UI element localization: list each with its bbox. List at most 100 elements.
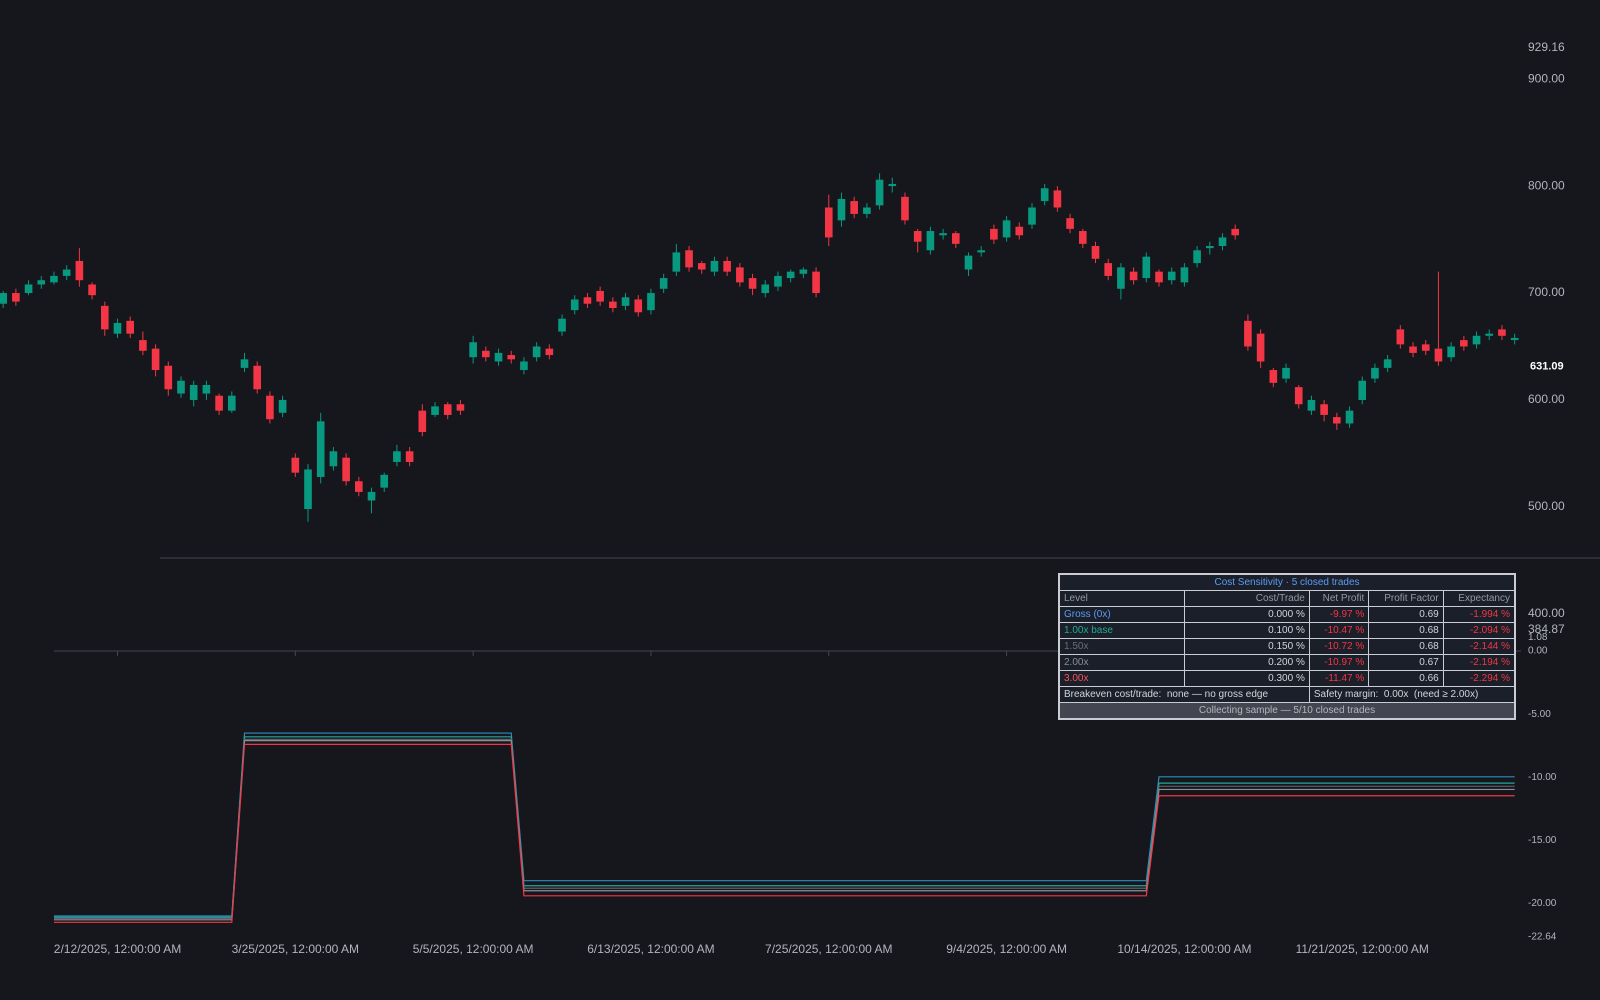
candle-body xyxy=(1104,263,1113,276)
candle-body xyxy=(1193,250,1201,264)
candle-body xyxy=(1421,344,1430,351)
candle-body xyxy=(482,350,490,358)
table-cell: Net Profit xyxy=(1308,590,1370,607)
candle-body xyxy=(774,275,782,287)
candle-body xyxy=(1371,367,1379,379)
candle-body xyxy=(761,284,770,294)
candle-body xyxy=(278,399,287,413)
y-tick-label: 700.00 xyxy=(1528,285,1565,299)
table-cell: Cost Sensitivity · 5 closed trades xyxy=(1058,573,1516,591)
table-cell: -2.294 % xyxy=(1442,670,1516,687)
y-tick-label: -5.00 xyxy=(1528,709,1551,720)
candle-body xyxy=(1091,245,1100,259)
table-cell: Breakeven cost/trade: none — no gross ed… xyxy=(1058,686,1310,703)
last-price-label: 631.09 xyxy=(1530,361,1564,373)
candle-body xyxy=(1167,271,1176,281)
candle-body xyxy=(1409,346,1417,353)
table-cell: -10.47 % xyxy=(1308,622,1370,639)
candle-body xyxy=(62,269,71,276)
table-row: Cost Sensitivity · 5 closed trades xyxy=(1058,573,1516,591)
y-tick-label: 900.00 xyxy=(1528,71,1565,85)
candle-body xyxy=(291,457,300,473)
candle-body xyxy=(1345,410,1354,424)
candle-body xyxy=(634,299,643,313)
candle-body xyxy=(316,421,325,477)
candle-body xyxy=(1078,231,1087,244)
table-cell: -2.194 % xyxy=(1442,654,1516,671)
candle-body xyxy=(824,207,833,238)
y-tick-label: 0.00 xyxy=(1528,646,1548,657)
y-tick-label: -20.00 xyxy=(1528,898,1557,909)
y-tick-label: 600.00 xyxy=(1528,392,1565,406)
candle-body xyxy=(964,255,973,270)
candle-body xyxy=(355,481,363,492)
table-cell: -1.994 % xyxy=(1442,606,1516,623)
candle-body xyxy=(1142,256,1151,279)
candle-body xyxy=(1155,271,1163,283)
candle-body xyxy=(151,348,160,371)
candle-body xyxy=(24,284,33,294)
candle-body xyxy=(1129,271,1138,281)
table-cell: Expectancy xyxy=(1442,590,1516,607)
candle-body xyxy=(1333,417,1341,424)
candle-body xyxy=(1472,335,1481,345)
equity-line xyxy=(53,738,1515,920)
candle-body xyxy=(37,280,46,285)
candle-body xyxy=(139,340,147,351)
candle-body xyxy=(1256,333,1265,362)
candle-body xyxy=(901,196,909,221)
table-cell: Safety margin: 0.00x (need ≥ 2.00x) xyxy=(1308,686,1516,703)
candle-body xyxy=(1028,207,1036,225)
table-cell: 0.300 % xyxy=(1184,670,1310,687)
equity-line xyxy=(53,743,1515,923)
table-cell: 0.68 xyxy=(1368,638,1444,655)
y-tick-label: 929.16 xyxy=(1528,40,1565,54)
candle-body xyxy=(913,231,922,242)
candle-body xyxy=(1206,245,1214,249)
candle-body xyxy=(12,293,20,302)
table-cell: Profit Factor xyxy=(1368,590,1444,607)
candle-body xyxy=(75,260,84,281)
candle-body xyxy=(164,365,173,390)
table-cell: 1.50x xyxy=(1058,638,1186,655)
candle-body xyxy=(659,278,668,289)
table-cell: Level xyxy=(1058,590,1186,607)
candle-body xyxy=(710,260,719,272)
table-cell: 0.200 % xyxy=(1184,654,1310,671)
candle-body xyxy=(837,198,846,221)
table-row: Breakeven cost/trade: none — no gross ed… xyxy=(1058,686,1516,703)
table-row: 3.00x 0.300 % -11.47 % 0.66 -2.294 % xyxy=(1058,670,1516,687)
table-cell: -11.47 % xyxy=(1308,670,1370,687)
candle-body xyxy=(875,179,884,206)
candle-body xyxy=(1040,188,1049,202)
equity-line xyxy=(53,740,1515,921)
table-cell: -2.144 % xyxy=(1442,638,1516,655)
candle-body xyxy=(469,342,477,358)
candle-body xyxy=(100,305,109,330)
candle-body xyxy=(405,451,414,462)
table-cell: -9.97 % xyxy=(1308,606,1370,623)
candle-body xyxy=(1320,404,1328,415)
candle-body xyxy=(126,320,135,334)
candle-body xyxy=(697,263,706,270)
table-cell: 0.68 xyxy=(1368,622,1444,639)
candle-body xyxy=(1053,190,1062,208)
candle-body xyxy=(1294,387,1303,405)
candle-body xyxy=(215,395,223,411)
cost-table: Cost Sensitivity · 5 closed trades Level C… xyxy=(1058,573,1516,720)
table-row: Gross (0x) 0.000 % -9.97 % 0.69 -1.994 % xyxy=(1058,606,1516,623)
candle-body xyxy=(1218,237,1227,246)
table-row: Level Cost/Trade Net Profit Profit Factor Ex… xyxy=(1058,590,1516,607)
candle-body xyxy=(253,365,262,390)
candle-body xyxy=(888,183,897,187)
candle-body xyxy=(202,384,211,394)
candle-body xyxy=(456,404,465,411)
table-cell: 2.00x xyxy=(1058,654,1186,671)
candle-body xyxy=(329,451,338,467)
table-cell: Cost/Trade xyxy=(1184,590,1310,607)
table-cell: 0.67 xyxy=(1368,654,1444,671)
candle-body xyxy=(786,271,795,279)
candle-body xyxy=(1485,333,1494,336)
